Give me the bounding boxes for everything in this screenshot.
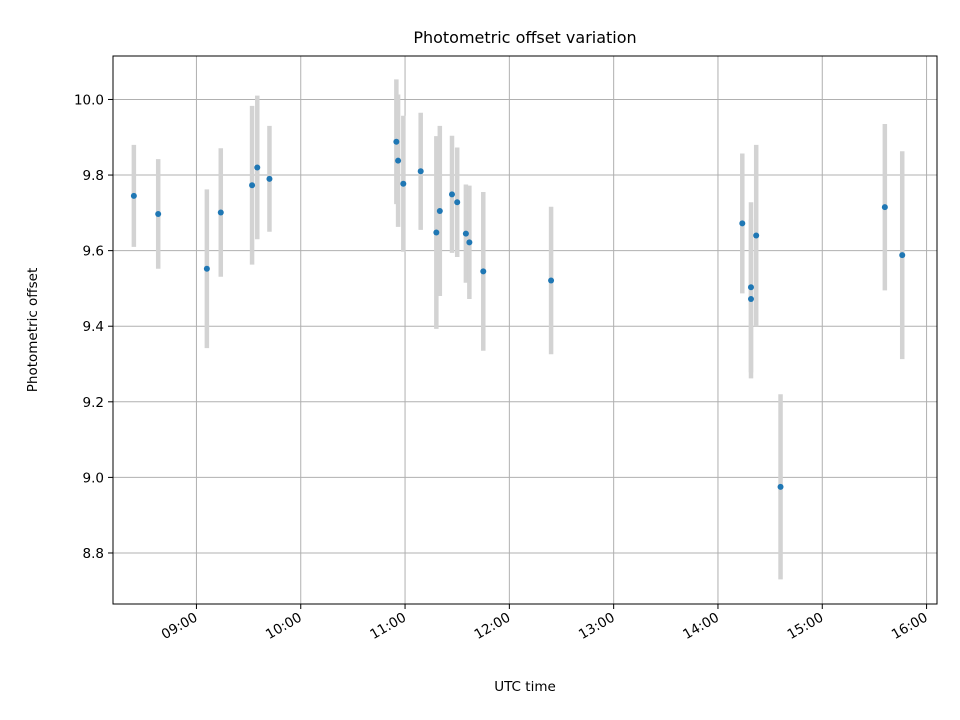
data-point bbox=[266, 175, 273, 182]
y-axis-ticks: 8.8 9.0 9.2 9.4 9.6 9.8 10.0 bbox=[74, 92, 113, 562]
data-point bbox=[436, 207, 443, 214]
data-point bbox=[254, 164, 261, 171]
y-tick-label: 9.4 bbox=[83, 319, 104, 335]
data-point bbox=[249, 182, 256, 189]
data-point bbox=[433, 229, 440, 236]
y-tick-label: 9.2 bbox=[83, 395, 104, 411]
data-point bbox=[155, 210, 162, 217]
data-point bbox=[899, 252, 906, 259]
data-point bbox=[480, 268, 487, 275]
plot-area-frame bbox=[112, 55, 938, 605]
data-point bbox=[217, 209, 224, 216]
y-tick-label: 8.8 bbox=[83, 546, 104, 562]
data-point bbox=[395, 157, 402, 164]
data-point bbox=[448, 191, 455, 198]
y-tick-label: 9.6 bbox=[83, 244, 104, 260]
data-point bbox=[753, 232, 760, 239]
y-tick-label: 9.8 bbox=[83, 168, 104, 184]
data-point bbox=[881, 204, 888, 211]
x-axis-label: UTC time bbox=[494, 679, 556, 695]
y-tick-label: 10.0 bbox=[74, 92, 104, 108]
data-point bbox=[777, 483, 784, 490]
y-tick-label: 9.0 bbox=[83, 470, 104, 486]
y-axis-label: Photometric offset bbox=[25, 268, 41, 392]
data-point bbox=[548, 277, 555, 284]
data-point bbox=[466, 239, 473, 246]
data-point bbox=[203, 265, 210, 272]
chart-title: Photometric offset variation bbox=[413, 28, 636, 47]
data-point bbox=[454, 199, 461, 206]
data-point bbox=[739, 220, 746, 227]
data-point bbox=[747, 284, 754, 291]
data-point bbox=[130, 192, 137, 199]
data-point bbox=[417, 168, 424, 175]
data-point bbox=[462, 230, 469, 237]
data-point bbox=[400, 180, 407, 187]
data-point bbox=[393, 138, 400, 145]
data-points bbox=[130, 138, 906, 490]
data-point bbox=[747, 296, 754, 303]
